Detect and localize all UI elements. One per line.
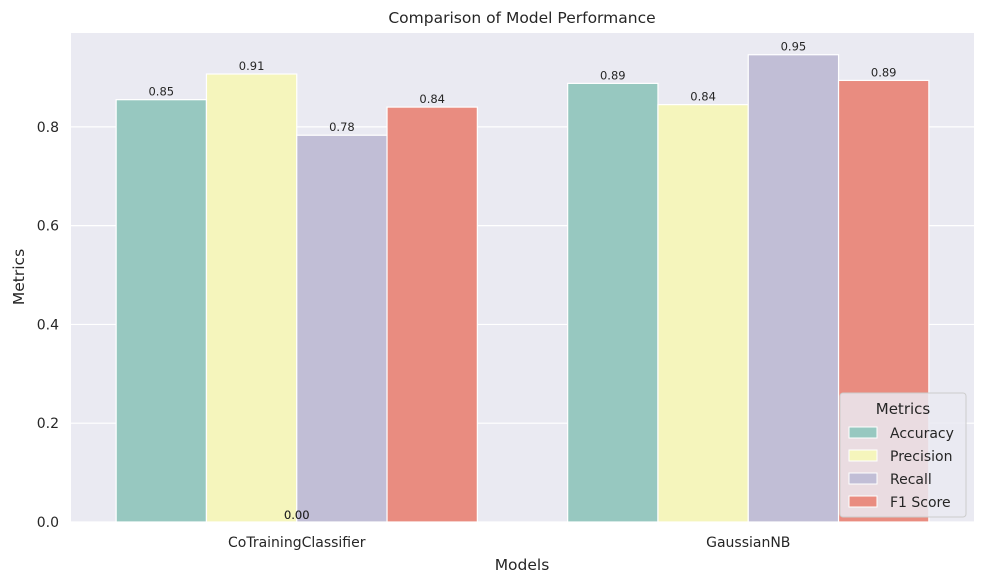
legend-label: Recall xyxy=(890,472,932,488)
extra-annotations: 0.000.00 xyxy=(284,508,310,522)
y-tick-label: 0.8 xyxy=(37,120,59,136)
legend: Metrics Accuracy Precision Recall F1 Score xyxy=(839,392,967,518)
legend-title: Metrics xyxy=(876,400,931,418)
legend-label: F1 Score xyxy=(890,495,951,511)
bar-value-label: 0.78 xyxy=(329,120,355,134)
bar-value-label: 0.89 xyxy=(600,68,626,82)
bar-value-label: 0.89 xyxy=(871,65,897,79)
bar xyxy=(115,99,208,523)
bar xyxy=(386,106,478,523)
legend-swatch xyxy=(848,426,878,439)
chart-title: Comparison of Model Performance xyxy=(388,9,655,27)
bars xyxy=(115,54,930,523)
bar-labels: 0.85 0.89 0.91 0.84 0.78 0.95 0.84 0.89 xyxy=(148,40,896,135)
legend-items: Accuracy Precision Recall F1 Score xyxy=(848,426,954,511)
legend-swatch xyxy=(848,495,878,508)
x-axis-label: Models xyxy=(495,556,550,574)
bar xyxy=(747,54,840,523)
bar xyxy=(657,104,749,523)
legend-frame xyxy=(839,392,967,518)
y-tick-label: 0.0 xyxy=(37,515,59,531)
x-tick-label: GaussianNB xyxy=(706,535,790,551)
y-tick-labels: 0.0 0.2 0.4 0.6 0.8 xyxy=(37,120,59,531)
y-tick-label: 0.4 xyxy=(37,317,59,333)
bar xyxy=(205,73,298,523)
zero-annotation: 0.00 xyxy=(284,508,310,522)
legend-label: Precision xyxy=(890,449,952,465)
bar-value-label: 0.91 xyxy=(239,59,265,73)
x-tick-label: CoTrainingClassifier xyxy=(228,535,366,551)
y-axis-label: Metrics xyxy=(10,249,28,305)
bar xyxy=(567,82,659,523)
legend-swatch xyxy=(848,449,878,462)
y-tick-label: 0.2 xyxy=(37,416,59,432)
legend-label: Accuracy xyxy=(890,426,954,442)
y-tick-label: 0.6 xyxy=(37,219,59,235)
bar-value-label: 0.95 xyxy=(781,40,807,54)
zero-annotation: 0.00 xyxy=(284,508,310,522)
bar-value-label: 0.85 xyxy=(148,85,174,99)
bar-value-label: 0.84 xyxy=(419,92,445,106)
bar xyxy=(296,134,388,523)
legend-swatch xyxy=(848,472,878,485)
x-tick-labels: CoTrainingClassifier GaussianNB xyxy=(228,535,790,551)
bar-value-label: 0.84 xyxy=(690,90,716,104)
